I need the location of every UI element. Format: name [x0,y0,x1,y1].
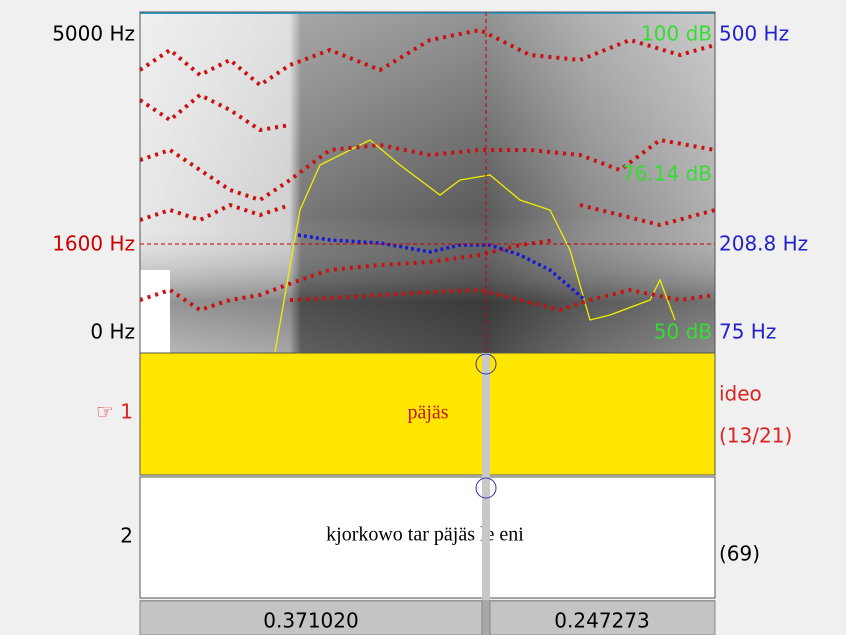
duration: 0.371020 [263,609,358,633]
interval-text[interactable]: päjäs [407,402,448,424]
tier-info: (13/21) [719,424,792,448]
duration: 0.247273 [554,609,649,633]
pitch-label: 208.8 Hz [719,232,808,256]
tier-info: (69) [719,542,760,566]
freq-label: 0 Hz [90,320,135,344]
intensity-label: 50 dB [654,320,712,344]
freq-label: 1600 Hz [52,232,135,256]
intensity-label: 100 dB [641,22,712,46]
pitch-label: 500 Hz [719,22,789,46]
intensity-label: 76.14 dB [622,162,712,186]
freq-label: 5000 Hz [52,22,135,46]
cursor [482,353,490,635]
tier-label: ☞ 1 [96,400,133,424]
praat-editor: 5000 Hz 1600 Hz 0 Hz 100 dB 76.14 dB 50 … [0,0,846,635]
tier-label: 2 [120,524,133,548]
interval-text[interactable]: kjorkowo tar päjäs le eni [326,524,524,546]
pitch-label: 75 Hz [719,320,776,344]
tier-info: ideo [719,382,762,406]
